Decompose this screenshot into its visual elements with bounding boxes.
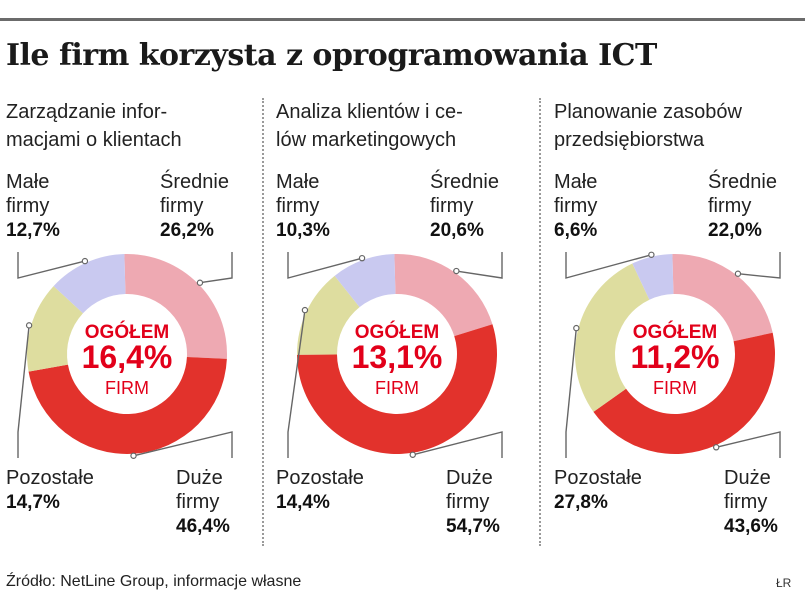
leader-line-srednie [456, 252, 503, 279]
slice-male [632, 254, 674, 300]
label-pozostale: Pozostałe [554, 467, 642, 489]
label-duze: Duże firmy [724, 467, 771, 513]
leader-line-srednie [199, 252, 233, 284]
leader-dot-male [81, 257, 89, 265]
label-pozostale: Pozostałe [276, 467, 364, 489]
leader-dot-duze [712, 444, 720, 451]
slice-duze [593, 332, 775, 454]
leader-dot-pozostale [573, 324, 580, 332]
slice-pozostale [27, 286, 83, 372]
center-label-top: OGÓŁEM [355, 321, 439, 343]
value-pozostale: 14,4% [276, 492, 330, 513]
source-note: Źródło: NetLine Group, informacje własne [6, 573, 302, 590]
center-value: 16,4% [82, 339, 173, 375]
label-duze: Duże firmy [176, 467, 223, 513]
value-male: 6,6% [554, 220, 598, 241]
panel-divider [262, 98, 264, 546]
leader-dot-pozostale [301, 306, 309, 314]
leader-line-male [17, 252, 86, 279]
label-male: Małe firmy [6, 171, 50, 217]
slice-srednie [124, 254, 227, 359]
value-duze: 46,4% [176, 516, 230, 537]
value-duze: 43,6% [724, 516, 778, 537]
leader-dot-duze [130, 452, 137, 459]
panel-title: Planowanie zasobów przedsiębiorstwa [554, 101, 742, 151]
donut-panel: Planowanie zasobów przedsiębiorstwa OGÓŁE… [548, 92, 805, 552]
slice-male [334, 254, 396, 308]
label-srednie: Średnie firmy [708, 171, 777, 217]
leader-dot-srednie [734, 270, 742, 277]
panel-title: Zarządzanie infor- macjami o klientach [6, 101, 182, 151]
label-pozostale: Pozostałe [6, 467, 94, 489]
leader-line-pozostale [17, 325, 30, 458]
slice-duze [297, 324, 497, 455]
leader-dot-male [358, 254, 366, 262]
leader-dot-male [648, 251, 655, 258]
center-value: 11,2% [631, 339, 720, 375]
slice-male [53, 254, 126, 314]
center-label-bottom: FIRM [653, 378, 697, 398]
label-male: Małe firmy [554, 171, 598, 217]
label-male: Małe firmy [276, 171, 320, 217]
label-srednie: Średnie firmy [430, 171, 499, 217]
leader-line-srednie [737, 252, 781, 279]
center-label-top: OGÓŁEM [633, 321, 717, 343]
leader-line-male [565, 252, 652, 279]
donut-panel: Analiza klientów i ce- lów marketingowyc… [270, 92, 538, 552]
slice-srednie [672, 254, 773, 342]
slice-pozostale [575, 263, 650, 412]
leader-line-pozostale [287, 309, 306, 458]
center-label-bottom: FIRM [375, 378, 419, 398]
leader-dot-srednie [453, 267, 460, 275]
label-srednie: Średnie firmy [160, 171, 229, 217]
leader-line-male [287, 252, 363, 279]
leader-line-duze [412, 431, 503, 458]
value-pozostale: 27,8% [554, 492, 608, 513]
leader-dot-pozostale [25, 322, 33, 329]
top-rule [0, 18, 805, 21]
value-male: 12,7% [6, 220, 60, 241]
panel-divider [539, 98, 541, 546]
slice-pozostale [297, 275, 360, 355]
leader-dot-duze [409, 451, 416, 458]
leader-line-pozostale [565, 328, 578, 458]
value-male: 10,3% [276, 220, 330, 241]
leader-dot-srednie [196, 279, 204, 286]
donut-panel: Zarządzanie infor- macjami o klientach OG… [0, 92, 268, 552]
center-label-bottom: FIRM [105, 378, 149, 398]
value-srednie: 26,2% [160, 220, 214, 241]
leader-line-duze [133, 431, 233, 458]
slice-duze [28, 356, 227, 454]
value-pozostale: 14,7% [6, 492, 60, 513]
label-duze: Duże firmy [446, 467, 493, 513]
slice-srednie [394, 254, 493, 337]
value-srednie: 20,6% [430, 220, 484, 241]
value-srednie: 22,0% [708, 220, 762, 241]
value-duze: 54,7% [446, 516, 500, 537]
chart-title: Ile firm korzysta z oprogramowania ICT [6, 38, 657, 73]
center-value: 13,1% [352, 339, 443, 375]
center-label-top: OGÓŁEM [85, 321, 169, 343]
author-credit: ŁR [776, 576, 792, 590]
panel-title: Analiza klientów i ce- lów marketingowyc… [276, 101, 463, 151]
leader-line-duze [716, 431, 781, 458]
